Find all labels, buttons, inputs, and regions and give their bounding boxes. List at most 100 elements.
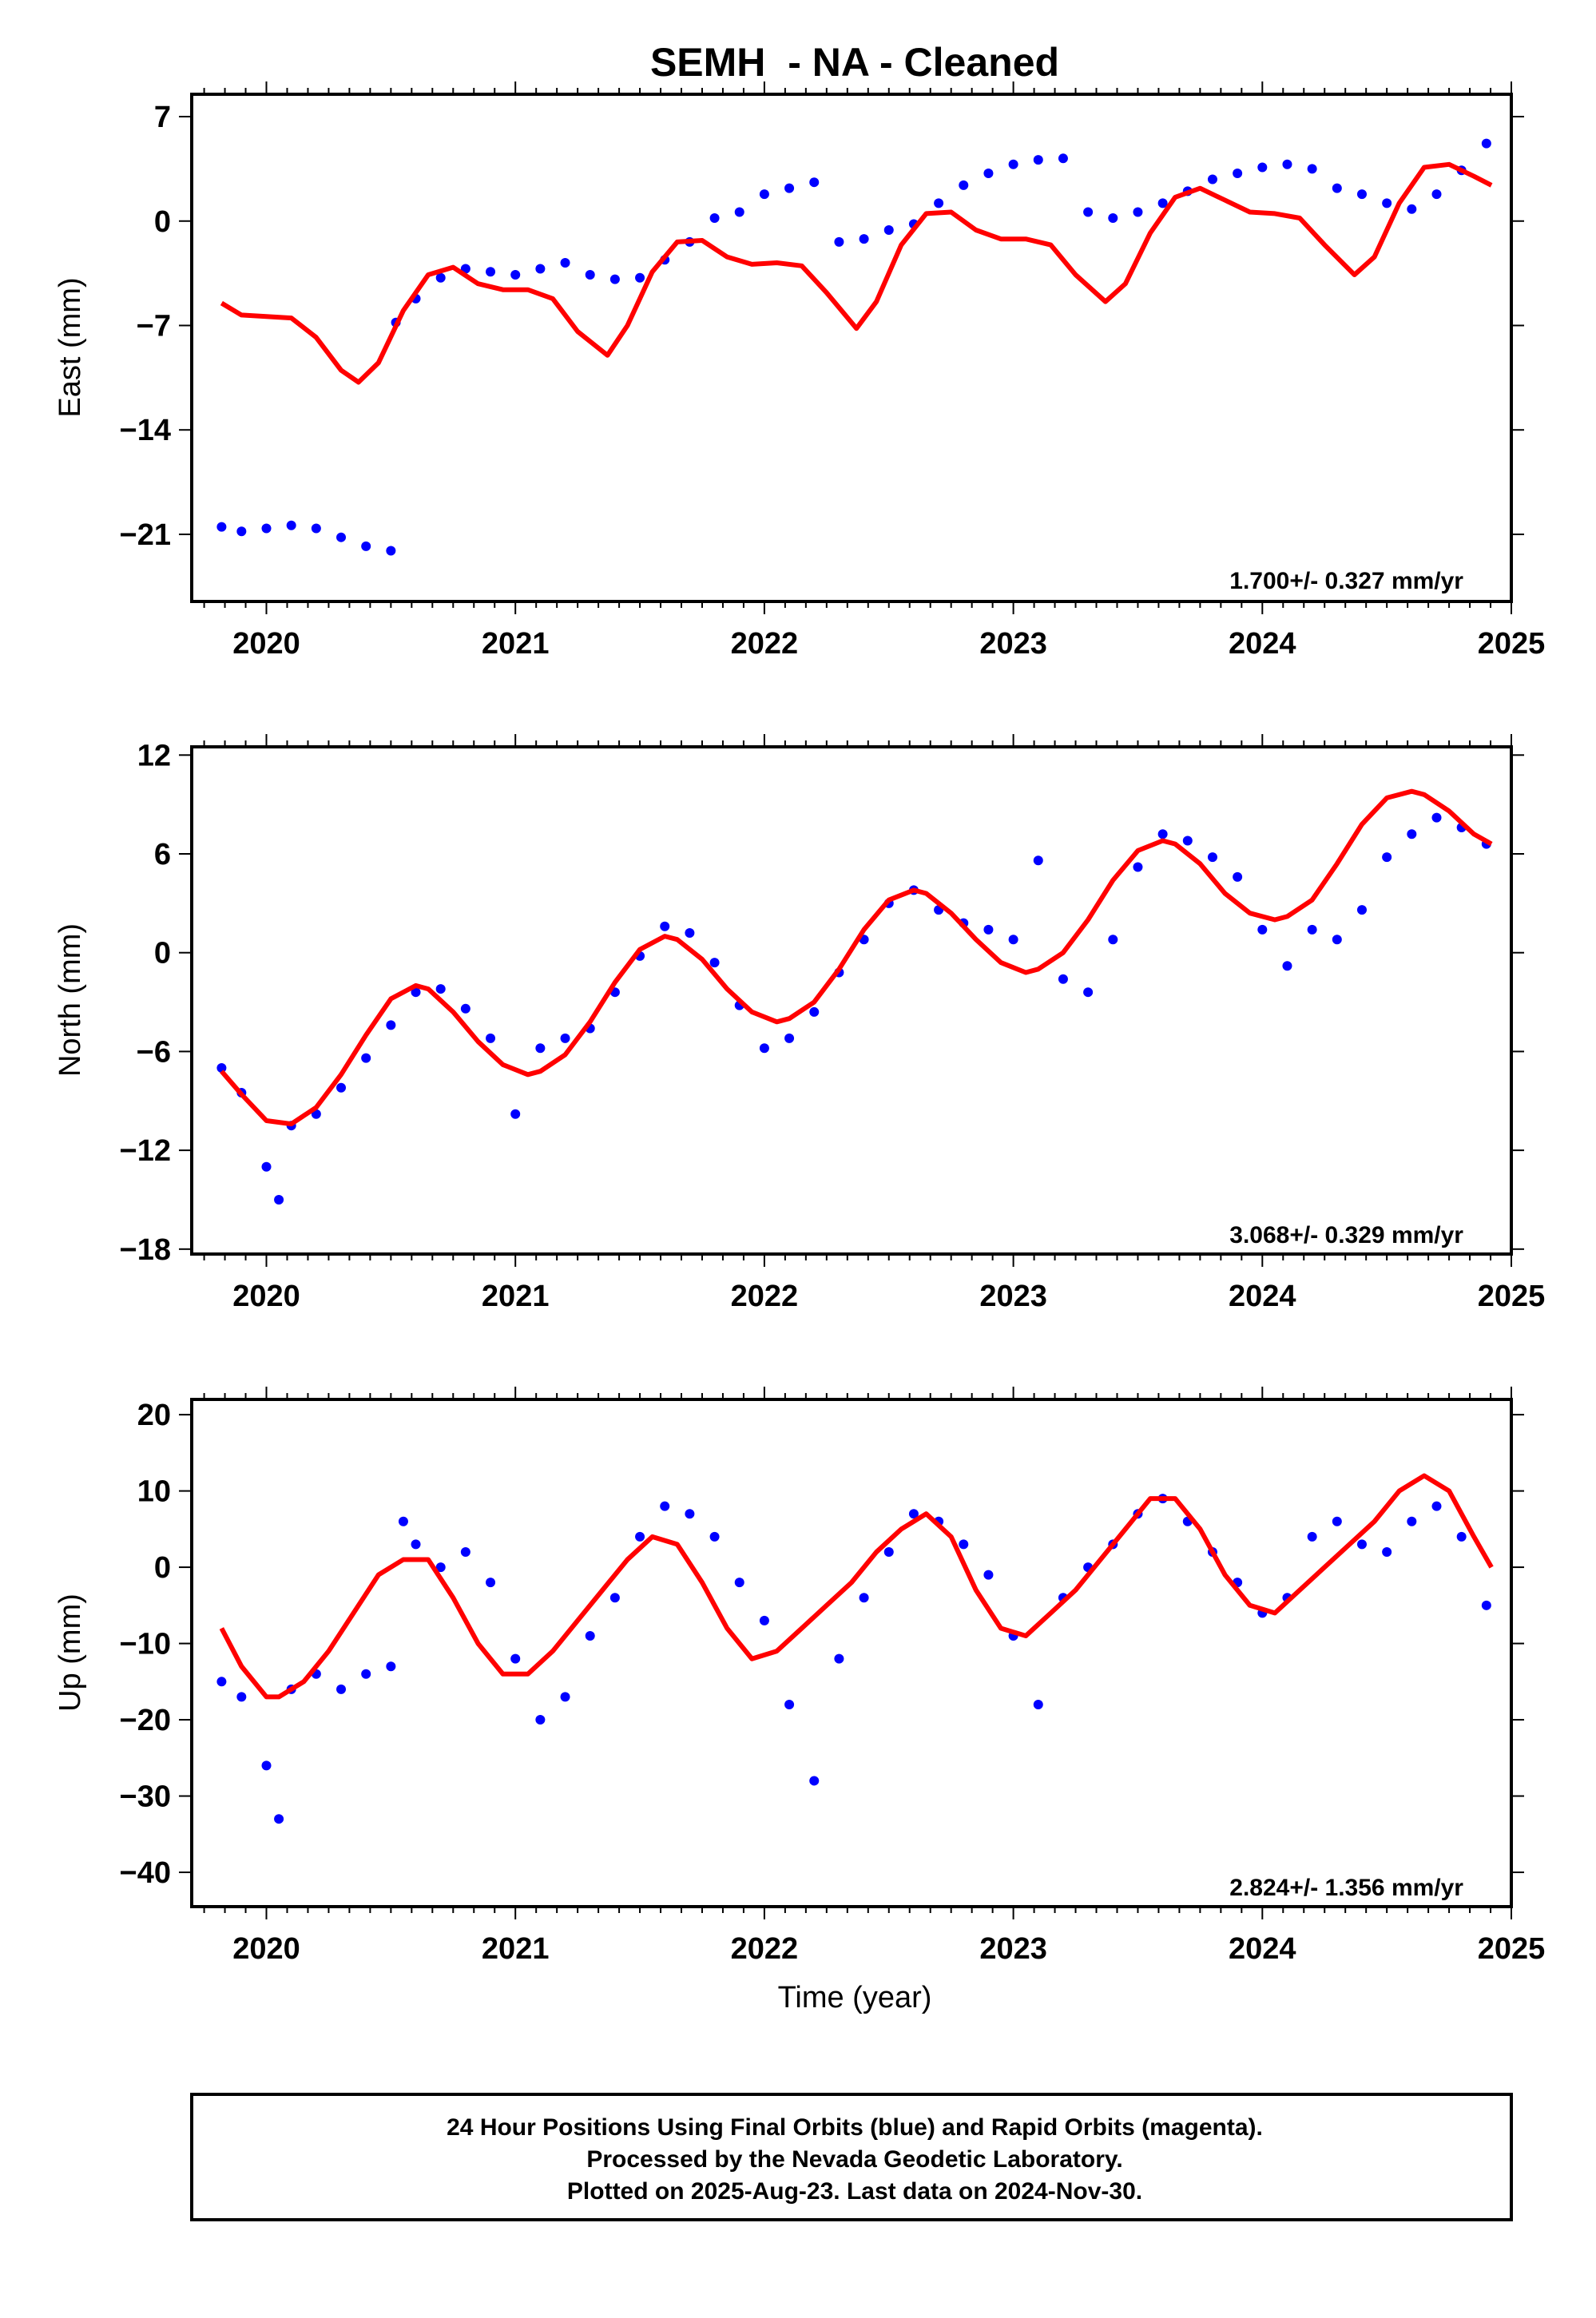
up-data-point [361, 1669, 371, 1679]
up-data-point [784, 1699, 795, 1709]
east-data-point [1083, 207, 1094, 217]
up-data-point [834, 1653, 844, 1664]
up-x-tick-label: 2025 [1478, 1932, 1546, 1966]
east-panel: 2020 2021 2022 2023 2024 2025 7 0 −7 −14 −21 East … [54, 81, 1545, 661]
up-y-tick-label: −20 [120, 1704, 171, 1737]
north-model-line [220, 788, 1493, 1127]
north-data-point [435, 984, 446, 994]
north-x-tick-label: 2021 [482, 1280, 550, 1313]
east-data-point [336, 532, 347, 542]
north-data-point [216, 1063, 227, 1074]
north-data-point [1356, 905, 1367, 915]
footer-box: 24 Hour Positions Using Final Orbits (bl… [190, 2093, 1513, 2221]
east-model-line [220, 161, 1493, 385]
east-x-tick-label: 2022 [731, 627, 799, 661]
north-data-point [386, 1020, 396, 1030]
north-x-tick-label: 2020 [232, 1280, 300, 1313]
up-data-point [216, 1677, 227, 1687]
north-data-point [1431, 812, 1442, 823]
east-data-point [1356, 189, 1367, 200]
east-data-point [834, 236, 844, 247]
north-data-point [336, 1082, 347, 1093]
north-data-point [411, 987, 421, 998]
up-model-line [219, 1473, 1494, 1700]
east-data-point [1133, 207, 1143, 217]
north-y-tick-label: −18 [120, 1233, 171, 1267]
east-x-tick-label: 2025 [1478, 627, 1546, 661]
east-data-point [1058, 153, 1068, 164]
east-data-point [1157, 198, 1168, 208]
up-data-point [1332, 1516, 1342, 1526]
up-data-point [486, 1578, 496, 1588]
north-data-point [1058, 974, 1068, 984]
east-data-point [585, 269, 595, 280]
up-data-point [1431, 1501, 1442, 1511]
north-data-point [660, 921, 670, 931]
north-y-tick-label: −6 [137, 1035, 171, 1069]
east-data-point [983, 168, 994, 178]
up-data-point [1033, 1699, 1043, 1709]
up-data-point [635, 1531, 645, 1542]
up-data-point [883, 1546, 894, 1557]
east-data-point [883, 224, 894, 235]
north-data-point [486, 1033, 496, 1043]
north-data-point [361, 1053, 371, 1063]
up-y-tick-label: 0 [154, 1551, 171, 1585]
up-data-point [336, 1684, 347, 1694]
east-y-tick-label: −21 [120, 518, 171, 552]
up-axis-layer: 2020 2021 2022 2023 2024 2025 20 10 0 −10 −20 −30 −4… [120, 1387, 1546, 1966]
up-data-point [560, 1692, 570, 1702]
up-data-point [734, 1578, 744, 1588]
north-data-point [1382, 852, 1392, 863]
east-data-point [286, 520, 296, 530]
up-data-point [609, 1593, 620, 1603]
north-data-point [1207, 852, 1217, 863]
east-data-point [361, 541, 371, 551]
east-data-point [510, 269, 521, 280]
east-data-point [1407, 204, 1417, 214]
east-x-tick-label: 2023 [979, 627, 1047, 661]
east-data-point [435, 272, 446, 283]
up-x-tick-label: 2021 [482, 1932, 550, 1966]
north-plot-frame [190, 745, 1513, 1256]
up-x-tick-label: 2022 [731, 1932, 799, 1966]
east-data-point [1481, 138, 1491, 149]
up-data-point [859, 1593, 869, 1603]
up-data-point [1356, 1539, 1367, 1550]
east-data-point [560, 258, 570, 268]
north-data-point [1307, 924, 1317, 935]
north-x-tick-label: 2024 [1229, 1280, 1296, 1313]
north-data-point [759, 1043, 769, 1054]
footer-line-2: Processed by the Nevada Geodetic Laborat… [586, 2146, 1122, 2173]
east-y-tick-label: −7 [137, 309, 171, 343]
north-y-tick-label: 12 [137, 739, 171, 772]
up-data-point [1382, 1546, 1392, 1557]
east-data-point [734, 207, 744, 217]
north-data-point [261, 1161, 272, 1172]
north-data-point [1282, 961, 1292, 971]
up-y-tick-label: −30 [120, 1780, 171, 1814]
north-data-point [1108, 935, 1118, 945]
north-data-point [1083, 987, 1094, 998]
east-data-point [934, 198, 944, 208]
east-y-axis-title: East (mm) [54, 277, 87, 417]
up-y-tick-label: −40 [120, 1856, 171, 1890]
north-y-tick-label: 6 [154, 838, 171, 871]
north-data-point [784, 1033, 795, 1043]
x-axis-title: Time (year) [778, 1981, 932, 2014]
east-data-point [1008, 159, 1018, 169]
east-y-tick-label: 0 [154, 205, 171, 239]
up-data-point [236, 1692, 247, 1702]
east-x-tick-label: 2020 [232, 627, 300, 661]
up-data-point [274, 1814, 284, 1824]
north-data-point [685, 927, 695, 938]
east-data-point [486, 267, 496, 277]
east-data-point [236, 526, 247, 537]
up-data-point [535, 1715, 546, 1725]
up-rate-label: 2.824+/- 1.356 mm/yr [1229, 1875, 1463, 1901]
east-x-tick-label: 2024 [1229, 627, 1296, 661]
east-axis-layer: 2020 2021 2022 2023 2024 2025 7 0 −7 −14 −21 [120, 81, 1546, 661]
north-x-tick-label: 2022 [731, 1280, 799, 1313]
east-data-point [216, 522, 227, 532]
north-data-point [274, 1194, 284, 1205]
